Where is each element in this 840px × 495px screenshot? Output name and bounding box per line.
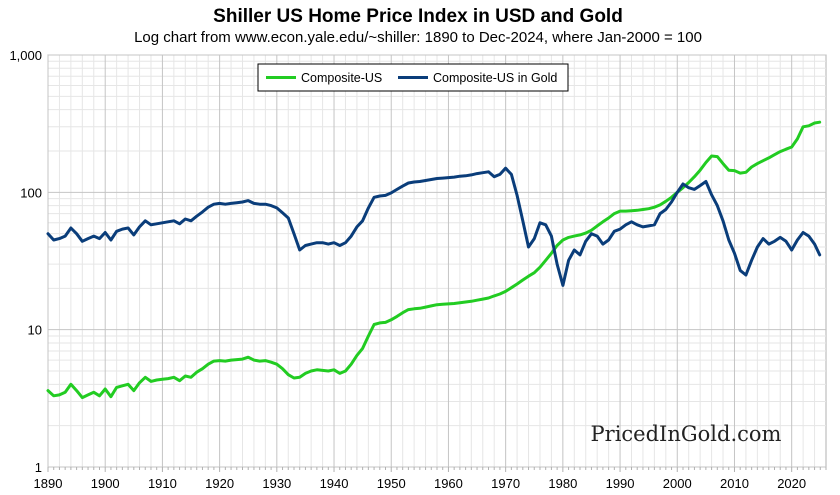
chart-title: Shiller US Home Price Index in USD and G… — [213, 6, 623, 27]
x-tick-label: 1950 — [377, 476, 406, 491]
legend: Composite-US Composite-US in Gold — [257, 63, 569, 92]
y-tick-label: 100 — [20, 185, 42, 200]
x-tick-label: 1920 — [205, 476, 234, 491]
major-gridlines — [47, 54, 826, 468]
x-tick-label: 1980 — [548, 476, 577, 491]
y-tick-label: 1,000 — [9, 48, 42, 63]
chart-subtitle: Log chart from www.econ.yale.edu/~shille… — [134, 29, 702, 46]
x-tick-label: 1970 — [491, 476, 520, 491]
x-tick-label: 1900 — [91, 476, 120, 491]
x-tick-label: 2020 — [777, 476, 806, 491]
series-line — [46, 120, 822, 400]
x-tick-label: 1930 — [262, 476, 291, 491]
x-tick-label: 2000 — [663, 476, 692, 491]
x-tick-label: 1990 — [606, 476, 635, 491]
series-layer — [46, 120, 822, 400]
series-line — [46, 166, 822, 287]
y-axis: 1 10 100 1,000 — [9, 48, 42, 475]
minor-gridlines — [48, 55, 826, 467]
legend-label: Composite-US in Gold — [433, 71, 557, 85]
y-tick-label: 1 — [35, 460, 42, 475]
legend-label: Composite-US — [301, 71, 382, 85]
x-tick-label: 1960 — [434, 476, 463, 491]
x-tick-label: 2010 — [720, 476, 749, 491]
y-tick-label: 10 — [28, 323, 42, 338]
watermark-logo: PricedInGold.com — [591, 422, 782, 446]
x-tick-label: 1910 — [148, 476, 177, 491]
x-tick-label: 1940 — [320, 476, 349, 491]
x-tick-label: 1890 — [34, 476, 63, 491]
x-axis: 1890 1900 1910 1920 1930 1940 1950 1960 1970 1980… — [34, 467, 827, 491]
